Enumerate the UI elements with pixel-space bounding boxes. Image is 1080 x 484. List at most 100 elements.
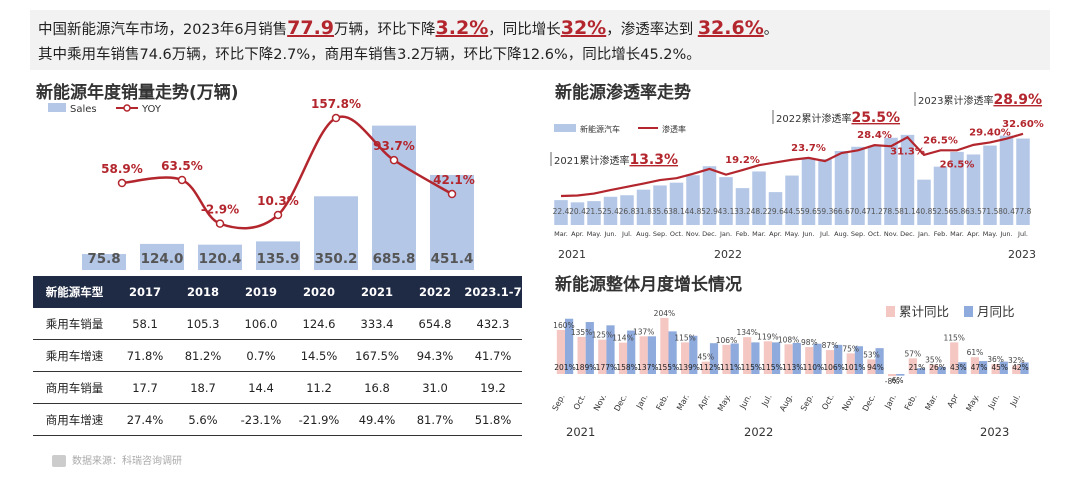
cumulative-yoy-bar: [896, 374, 905, 376]
penetration-bar-value-label: 22.4: [553, 207, 570, 216]
penetration-bar-value-label: 25.4: [602, 207, 619, 216]
month-tick-label: Oct.: [670, 230, 683, 238]
monthly-yoy-label: 204%: [654, 309, 675, 318]
monthly-yoy-label: 45%: [697, 353, 714, 362]
month-tick-label: Jul.: [621, 230, 632, 238]
monthly-yoy-label: 114%: [612, 334, 633, 343]
month-tick-label: Jul.: [819, 230, 830, 238]
monthly-yoy-bar: [556, 330, 565, 374]
penetration-sales-bar: [570, 202, 585, 225]
month-tick-label: Jan.: [634, 393, 649, 411]
yoy-value-label: 157.8%: [311, 98, 361, 111]
yoy-point: [331, 113, 341, 123]
monthly-yoy-bar: [991, 364, 1000, 374]
monthly-growth-chart: 累计同比 月同比 160% 201% Sep. 135% 189% Oct. 125% 177% N…: [551, 304, 1029, 439]
annual-sales-bar: [198, 244, 242, 270]
cumulative-yoy-bar: [647, 336, 656, 374]
penetration-bar-value-label: 63.5: [965, 207, 982, 216]
monthly-yoy-bar: [763, 341, 772, 374]
month-tick-label: Aug.: [778, 393, 794, 413]
legend-label-yoy: YOY: [141, 104, 162, 115]
month-tick-label: Oct.: [820, 393, 836, 412]
penetration-sales-bar: [818, 159, 832, 225]
table-cell: 654.8: [406, 308, 464, 340]
monthly-yoy-bar: [1012, 365, 1021, 374]
year-label: 2022: [744, 425, 773, 439]
month-tick-label: Apr.: [769, 230, 782, 238]
penetration-bar-value-label: 44.5: [784, 207, 801, 216]
table-header-cell: 2023.1-7: [464, 276, 522, 308]
cumulative-yoy-label: -6%: [889, 376, 904, 385]
month-tick-label: Mar.: [554, 230, 568, 238]
table-cell: 51.8%: [464, 403, 522, 436]
month-tick-label: Dec.: [702, 230, 717, 238]
summary-highlight-yoy: 32%: [560, 17, 607, 39]
monthly-yoy-bar: [660, 317, 669, 374]
month-tick-label: Jun.: [603, 230, 616, 238]
penetration-sales-bar: [884, 137, 898, 225]
cumulative-yoy-bar: [730, 343, 739, 374]
yoy-value-label: 58.9%: [101, 162, 143, 176]
cumulative-yoy-bar: [792, 342, 801, 374]
penetration-bar-value-label: 48.2: [751, 207, 768, 216]
monthly-yoy-bar: [577, 336, 586, 374]
penetration-sales-bar: [1016, 138, 1030, 225]
penetration-point-label: 19.2%: [725, 155, 760, 166]
cumulative-yoy-label: 112%: [699, 363, 720, 372]
cumulative-yoy-bar: [937, 366, 946, 374]
summary-highlight-penetration: 32.6%: [697, 17, 764, 39]
cumulative-penetration-annotation: 2022累计渗透率25.5%: [776, 110, 900, 126]
penetration-sales-bar: [933, 166, 948, 225]
month-tick-label: Aug.: [834, 230, 849, 238]
table-cell: 19.2: [464, 371, 522, 404]
penetration-bar-value-label: 81.1: [899, 207, 916, 216]
legend-swatch-nev: [554, 124, 576, 132]
yoy-value-label: 93.7%: [373, 139, 415, 153]
month-tick-label: Jan.: [719, 230, 732, 238]
monthly-yoy-bar: [867, 359, 876, 374]
penetration-chart: 新能源汽车 渗透率 22.4 Mar. 20.4 Apr. 21.5 May. 25.4 Jun.…: [550, 92, 1044, 261]
table-cell: 81.7%: [406, 403, 464, 436]
yoy-value-label: -2.9%: [201, 203, 239, 217]
annual-sales-value-label: 75.8: [87, 251, 120, 267]
month-tick-label: Oct.: [572, 393, 588, 412]
penetration-bar-value-label: 66.6: [833, 207, 850, 216]
penetration-point-label: 26.5%: [923, 135, 958, 146]
monthly-yoy-label: 57%: [904, 349, 921, 358]
annual-sales-bar: [82, 254, 126, 270]
source-icon: [52, 455, 66, 467]
table-header-cell: 2019: [232, 276, 290, 308]
table-cell: 81.2%: [174, 339, 232, 372]
penetration-bar-value-label: 44.8: [685, 207, 702, 216]
month-tick-label: Jun.: [986, 393, 1001, 411]
legend-label-monthly: 月同比: [977, 304, 1015, 319]
monthly-yoy-label: 108%: [778, 335, 799, 344]
month-tick-label: Dec.: [861, 393, 877, 413]
month-tick-label: Feb.: [654, 393, 670, 412]
table-cell: 167.5%: [348, 339, 406, 372]
month-tick-label: Apr.: [696, 393, 711, 411]
month-tick-label: Sep.: [653, 230, 667, 238]
penetration-line: [560, 132, 1024, 198]
month-tick-label: May.: [716, 393, 732, 413]
penetration-sales-bar: [768, 192, 783, 225]
penetration-bar-value-label: 40.8: [916, 207, 933, 216]
table-cell: 49.4%: [348, 403, 406, 436]
monthly-yoy-label: 75%: [842, 344, 859, 353]
monthly-yoy-label: 137%: [633, 327, 654, 336]
monthly-yoy-bar: [598, 339, 607, 374]
monthly-yoy-bar: [722, 344, 731, 374]
table-row: 商用车增速 27.4% 5.6% -23.1% -21.9% 49.4% 81.…: [33, 403, 522, 436]
cumulative-yoy-label: 21%: [909, 363, 926, 372]
penetration-sales-bar: [867, 145, 882, 225]
cumulative-yoy-label: 113%: [782, 363, 803, 372]
table-header-cell: 2022: [406, 276, 464, 308]
penetration-bar-value-label: 78.5: [883, 207, 900, 216]
table-cell: 31.0: [406, 371, 464, 404]
penetration-bar-value-label: 77.8: [1015, 207, 1032, 216]
table-cell: 11.2: [290, 371, 348, 404]
year-label: 2023: [980, 425, 1009, 439]
legend-swatch-sales: [48, 103, 66, 112]
table-cell: 94.3%: [406, 339, 464, 372]
summary-text: 中国新能源汽车市场，2023年6月销售: [38, 22, 288, 38]
